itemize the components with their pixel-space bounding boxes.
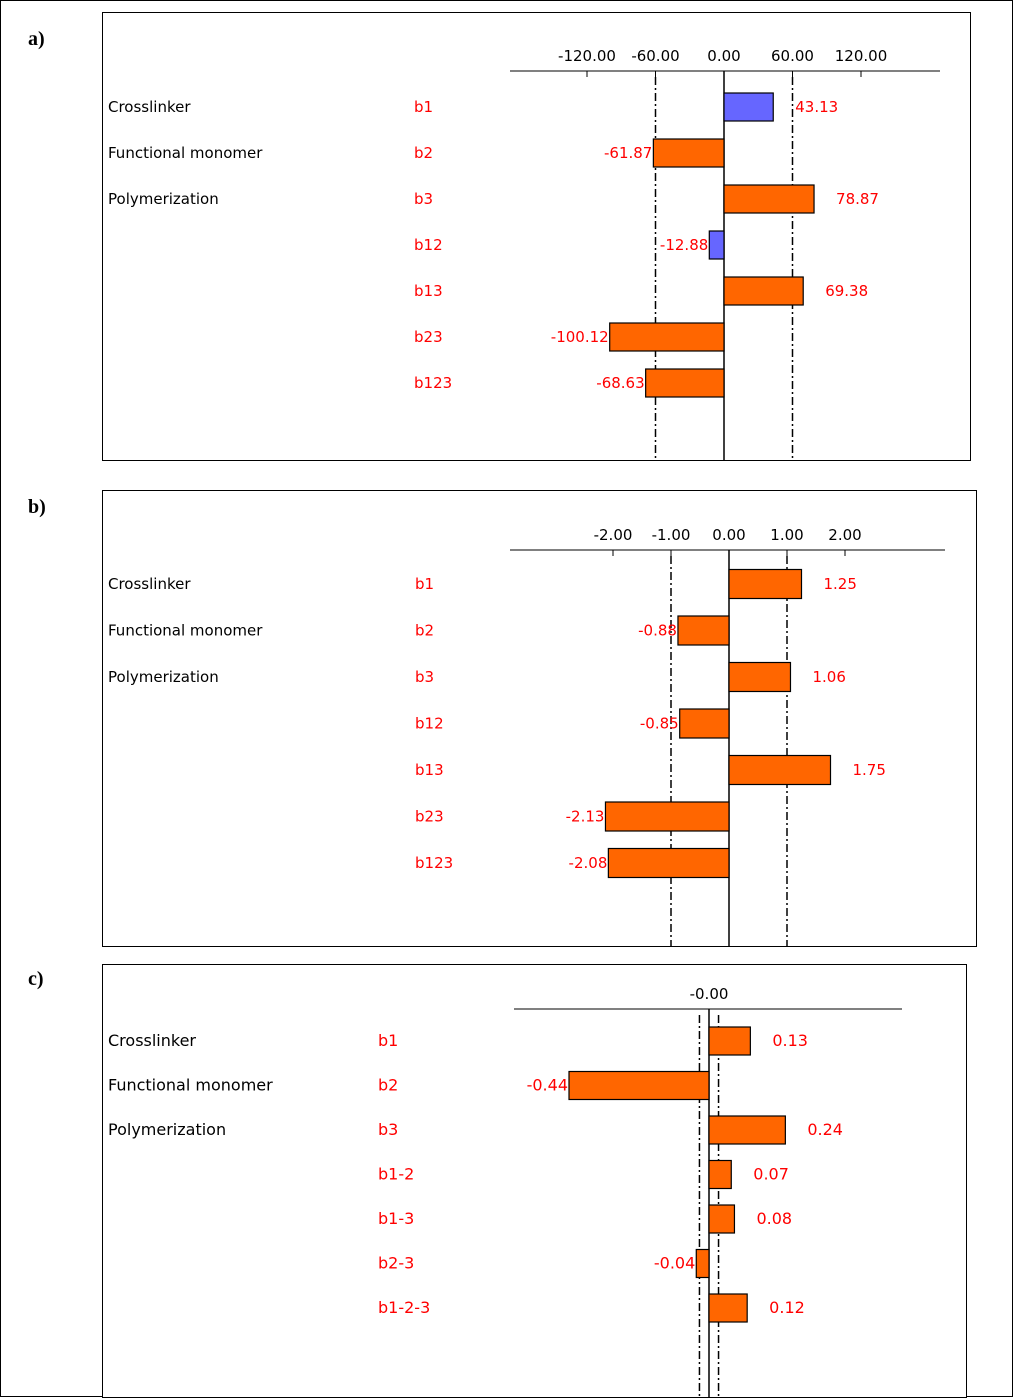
- factor-label: Functional monomer: [108, 1076, 273, 1095]
- coefficient-label: b23: [415, 808, 444, 826]
- bar: [723, 276, 804, 306]
- bar: [708, 1159, 732, 1190]
- value-label: -2.13: [566, 808, 605, 826]
- coefficient-label: b123: [415, 854, 453, 872]
- chart-panel-b: -2.00 -1.00 0.00 1.00 2.00 Crosslinker b1 1.25 F…: [102, 490, 977, 947]
- chart-panel-c: -0.00 Crosslinker b1 0.13 Functional monomer…: [102, 964, 967, 1398]
- bar: [652, 138, 725, 168]
- x-tick-label: 0.00: [707, 47, 740, 65]
- bar: [568, 1070, 710, 1101]
- x-tick-label: -2.00: [594, 526, 633, 544]
- coefficient-label: b3: [378, 1120, 398, 1139]
- factor-label: Polymerization: [108, 1120, 226, 1139]
- x-tick-label: 1.00: [770, 526, 803, 544]
- bar: [609, 322, 725, 352]
- factor-label: Crosslinker: [108, 98, 191, 116]
- value-label: -12.88: [660, 236, 708, 254]
- coefficient-label: b2: [378, 1076, 398, 1095]
- factor-label: Crosslinker: [108, 1031, 196, 1050]
- bar: [645, 368, 725, 398]
- coefficient-label: b13: [414, 282, 443, 300]
- bar: [708, 1115, 786, 1145]
- coefficient-label: b23: [414, 328, 443, 346]
- coefficient-label: b1-2-3: [378, 1298, 430, 1317]
- value-label: 1.25: [824, 575, 857, 593]
- x-tick-label: 2.00: [828, 526, 861, 544]
- factor-label: Crosslinker: [108, 575, 191, 593]
- bar: [695, 1248, 710, 1279]
- coefficient-label: b123: [414, 374, 452, 392]
- x-tick-label: -120.00: [558, 47, 616, 65]
- coefficient-label: b1: [415, 575, 434, 593]
- x-tick-label: 0.00: [712, 526, 745, 544]
- coefficient-label: b2: [414, 144, 433, 162]
- bar: [728, 754, 832, 786]
- panel-b-label: b): [28, 496, 46, 518]
- coefficient-label: b12: [414, 236, 443, 254]
- panel-a-label: a): [28, 28, 45, 50]
- coefficient-label: b2-3: [378, 1254, 414, 1273]
- factor-label: Polymerization: [108, 190, 219, 208]
- value-label: 69.38: [825, 282, 868, 300]
- bar: [708, 1026, 751, 1056]
- coefficient-label: b1-2: [378, 1165, 414, 1184]
- coefficient-label: b1: [378, 1031, 398, 1050]
- bar: [604, 801, 730, 832]
- coefficient-label: b3: [414, 190, 433, 208]
- coefficient-label: b3: [415, 668, 434, 686]
- coefficient-label: b1: [414, 98, 433, 116]
- coefficient-label: b13: [415, 761, 444, 779]
- x-tick-label: -1.00: [652, 526, 691, 544]
- value-label: 0.13: [772, 1031, 808, 1050]
- value-label: -0.04: [654, 1254, 695, 1273]
- value-label: 1.06: [812, 668, 845, 686]
- plot-border: [102, 964, 967, 1398]
- plot-border: [102, 490, 977, 947]
- value-label: 0.07: [753, 1165, 789, 1184]
- value-label: 43.13: [795, 98, 838, 116]
- bar: [728, 661, 792, 693]
- coefficient-label: b1-3: [378, 1209, 414, 1228]
- value-label: -61.87: [604, 144, 652, 162]
- value-label: -2.08: [569, 854, 608, 872]
- value-label: 78.87: [836, 190, 879, 208]
- coefficient-label: b12: [415, 715, 444, 733]
- factor-label: Functional monomer: [108, 622, 263, 640]
- value-label: -100.12: [551, 328, 609, 346]
- value-label: -0.44: [527, 1076, 568, 1095]
- value-label: -0.88: [638, 622, 677, 640]
- chart-panel-a: -120.00 -60.00 0.00 60.00 120.00 Crosslinker b…: [102, 12, 971, 461]
- bar: [708, 230, 725, 260]
- factor-label: Polymerization: [108, 668, 219, 686]
- bar: [708, 1204, 736, 1234]
- bar: [607, 847, 730, 879]
- x-tick-label: -0.00: [690, 985, 729, 1003]
- bar: [679, 708, 730, 739]
- value-label: 0.08: [756, 1209, 792, 1228]
- value-label: 0.24: [807, 1120, 843, 1139]
- bar: [728, 568, 803, 600]
- value-label: -0.85: [640, 715, 679, 733]
- x-tick-label: -60.00: [631, 47, 679, 65]
- bar: [723, 184, 815, 214]
- coefficient-label: b2: [415, 622, 434, 640]
- x-tick-label: 60.00: [771, 47, 814, 65]
- x-tick-label: 120.00: [835, 47, 888, 65]
- value-label: 0.12: [769, 1298, 805, 1317]
- bar: [677, 615, 730, 646]
- factor-label: Functional monomer: [108, 144, 263, 162]
- value-label: -68.63: [596, 374, 644, 392]
- plot-border: [102, 12, 971, 461]
- panel-c-label: c): [28, 968, 44, 990]
- bar: [723, 92, 774, 122]
- bar: [708, 1293, 748, 1323]
- value-label: 1.75: [853, 761, 886, 779]
